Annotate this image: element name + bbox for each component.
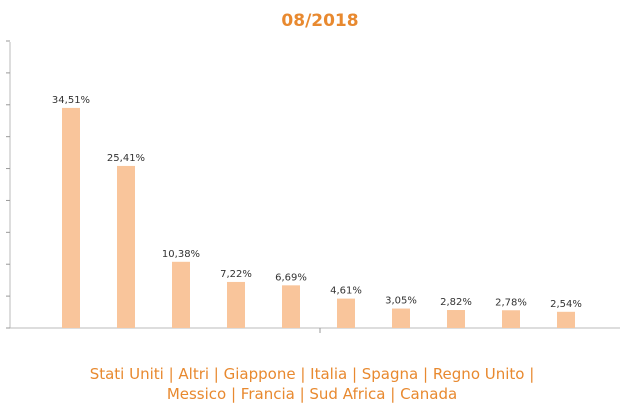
bar xyxy=(557,311,575,328)
bar xyxy=(282,285,300,328)
value-label: 3,05% xyxy=(385,296,417,307)
bar xyxy=(117,165,135,328)
bar xyxy=(337,298,355,328)
value-label: 2,82% xyxy=(440,297,472,308)
value-label: 10,38% xyxy=(162,249,200,260)
value-label: 6,69% xyxy=(275,272,307,283)
value-label: 2,78% xyxy=(495,297,527,308)
value-label: 2,54% xyxy=(550,299,582,310)
chart-title: 08/2018 xyxy=(281,11,358,31)
caption: Stati Uniti | Altri | Giappone | Italia … xyxy=(89,365,535,403)
bar xyxy=(447,310,465,328)
bar xyxy=(502,310,520,328)
bar xyxy=(392,308,410,328)
value-label: 34,51% xyxy=(52,95,90,106)
chart: 08/2018 34,51% 25,41% 10,38% 7,22% 6,69% 4,61… xyxy=(6,11,620,333)
value-label: 7,22% xyxy=(220,269,252,280)
value-label: 4,61% xyxy=(330,286,362,297)
bar xyxy=(62,107,80,328)
bar xyxy=(227,281,245,328)
bar xyxy=(172,261,190,328)
value-label: 25,41% xyxy=(107,153,145,164)
